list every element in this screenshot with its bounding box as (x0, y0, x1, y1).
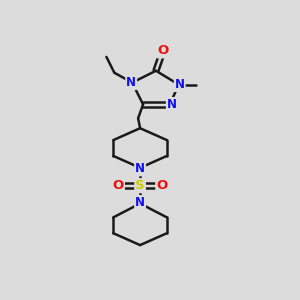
Text: N: N (126, 76, 136, 89)
Text: O: O (157, 44, 169, 57)
Text: N: N (175, 78, 185, 91)
Text: N: N (135, 162, 145, 175)
Text: S: S (135, 179, 145, 192)
Text: O: O (156, 179, 167, 192)
Text: N: N (167, 98, 177, 111)
Text: N: N (135, 196, 145, 209)
Text: O: O (113, 179, 124, 192)
